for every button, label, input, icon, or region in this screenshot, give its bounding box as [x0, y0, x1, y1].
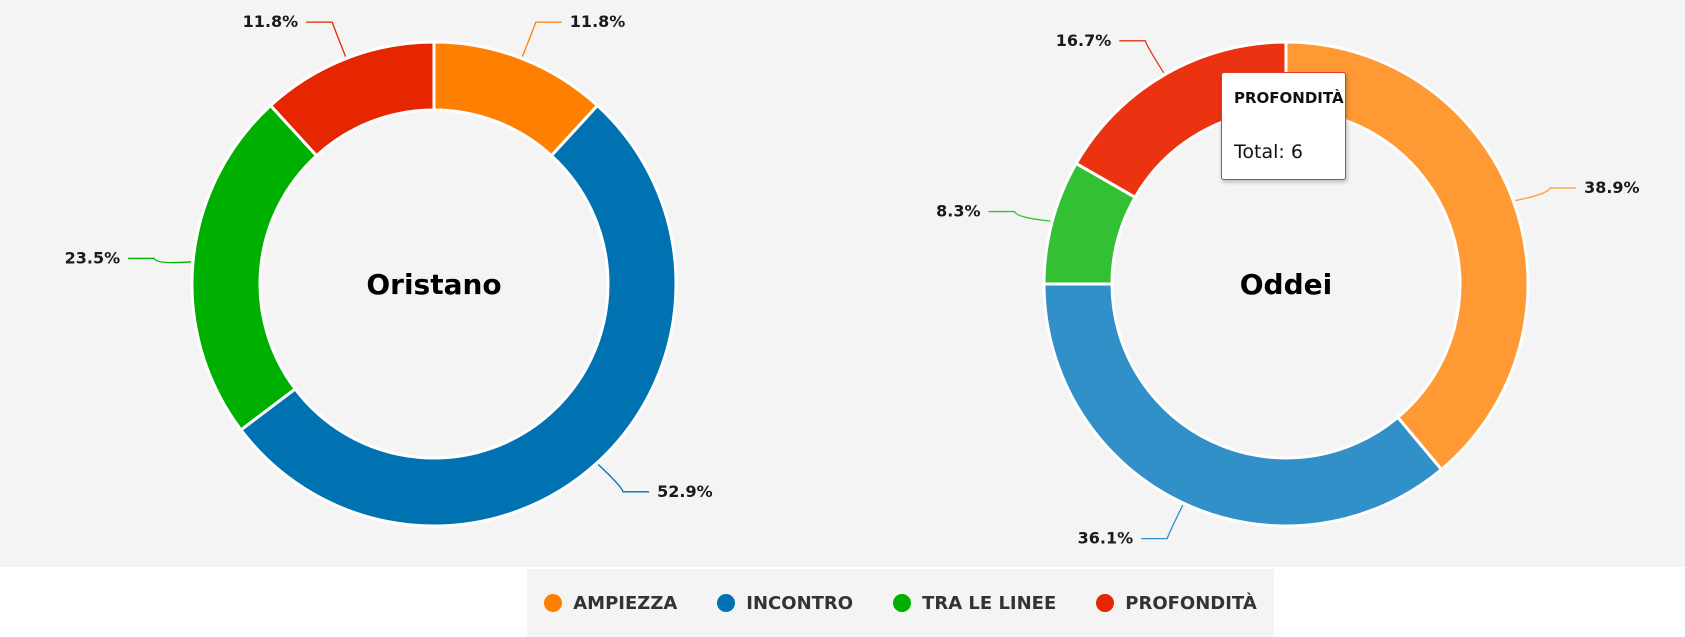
- data-label: 11.8%: [243, 12, 299, 31]
- legend-label: PROFONDITÀ: [1125, 592, 1257, 614]
- label-connector: [128, 257, 192, 264]
- slice-ampiezza[interactable]: [1284, 40, 1530, 471]
- label-connector: [521, 21, 562, 57]
- tooltip-value: Total: 6: [1234, 141, 1303, 163]
- tooltip: PROFONDITÀ Total: 6: [1221, 72, 1346, 180]
- legend-marker: [1096, 594, 1115, 612]
- donut-chart-oddei: 38.9% 36.1% 8.3% 16.7% Oddei: [936, 31, 1639, 548]
- label-connector: [306, 21, 347, 57]
- legend-marker: [717, 594, 736, 612]
- legend-item-ampiezza[interactable]: AMPIEZZA: [544, 593, 677, 614]
- data-label: 16.7%: [1056, 31, 1112, 50]
- label-connector: [1119, 40, 1165, 74]
- data-label: 38.9%: [1584, 178, 1640, 197]
- label-connector: [1141, 504, 1184, 540]
- slice-profondita[interactable]: [269, 40, 436, 158]
- legend-label: TRA LE LINEE: [922, 592, 1057, 614]
- data-label: 11.8%: [570, 12, 626, 31]
- donut-chart-oristano: 11.8% 52.9% 23.5% 11.8% Oristano: [65, 12, 713, 528]
- label-connector: [597, 463, 650, 493]
- legend-marker: [544, 594, 563, 612]
- legend-item-profondita[interactable]: PROFONDITÀ: [1096, 592, 1257, 614]
- legend-marker: [893, 594, 912, 612]
- data-label: 52.9%: [657, 482, 713, 501]
- data-label: 8.3%: [936, 202, 980, 221]
- chart-center-title: Oddei: [1240, 268, 1332, 301]
- charts-svg: 11.8% 52.9% 23.5% 11.8% Oristano 38.9% 36.1% 8.…: [65, 12, 1640, 548]
- tooltip-title: PROFONDITÀ: [1234, 89, 1344, 107]
- legend-item-incontro[interactable]: INCONTRO: [717, 593, 853, 614]
- slice-tra-le-linee[interactable]: [190, 104, 318, 432]
- legend-label: INCONTRO: [746, 592, 854, 614]
- legend-item-tra-le-linee[interactable]: TRA LE LINEE: [893, 593, 1056, 614]
- slice-incontro[interactable]: [239, 104, 678, 528]
- slice-incontro[interactable]: [1042, 282, 1443, 528]
- data-label: 23.5%: [65, 248, 121, 267]
- chart-center-title: Oristano: [366, 268, 501, 301]
- label-connector: [988, 210, 1051, 222]
- legend-label: AMPIEZZA: [573, 592, 678, 614]
- label-connector: [1515, 187, 1577, 202]
- data-label: 36.1%: [1078, 529, 1134, 548]
- legend: AMPIEZZA INCONTRO TRA LE LINEE PROFONDIT…: [527, 569, 1274, 637]
- chart-area: 11.8% 52.9% 23.5% 11.8% Oristano 38.9% 36.1% 8.…: [0, 0, 1685, 567]
